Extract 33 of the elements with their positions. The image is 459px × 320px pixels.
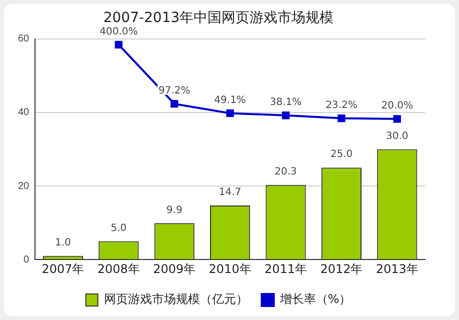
data-label: 38.1% (270, 96, 302, 108)
point (338, 114, 346, 122)
point (170, 100, 178, 108)
y-tick-label: 40 (18, 107, 30, 118)
data-label: 49.1% (214, 94, 246, 106)
y-tick-label: 0 (24, 254, 30, 266)
x-tick-label: 2011年 (264, 262, 308, 276)
data-label: 20.3 (274, 166, 297, 178)
point (114, 40, 122, 48)
x-tick-label: 2009年 (153, 262, 196, 276)
x-tick-label: 2012年 (320, 262, 363, 276)
x-tick-label: 2013年 (376, 262, 418, 276)
data-label: 25.0 (330, 149, 353, 160)
point (282, 112, 290, 120)
x-tick-label: 2007年 (42, 262, 84, 276)
data-label: 1.0 (55, 238, 71, 249)
data-label: 20.0% (381, 100, 414, 112)
y-tick-label: 20 (18, 180, 30, 192)
x-tick-label: 2008年 (97, 262, 140, 276)
data-label: 14.7 (218, 187, 242, 198)
legend-label: 增长率（%） (278, 292, 352, 306)
legend-label: 网页游戏市场规模（亿元） (104, 292, 248, 306)
point (393, 115, 401, 123)
data-label: 23.2% (326, 100, 358, 111)
data-label: 5.0 (110, 222, 127, 234)
y-tick-label: 60 (18, 34, 30, 45)
data-label: 97.2% (158, 85, 190, 96)
data-label: 400.0% (100, 26, 138, 38)
data-label: 9.9 (166, 204, 182, 216)
data-label: 30.0 (386, 130, 408, 142)
x-tick-label: 2010年 (208, 262, 252, 276)
chart-title: 2007-2013年中国网页游戏市场规模 (103, 10, 334, 26)
point (226, 109, 234, 118)
